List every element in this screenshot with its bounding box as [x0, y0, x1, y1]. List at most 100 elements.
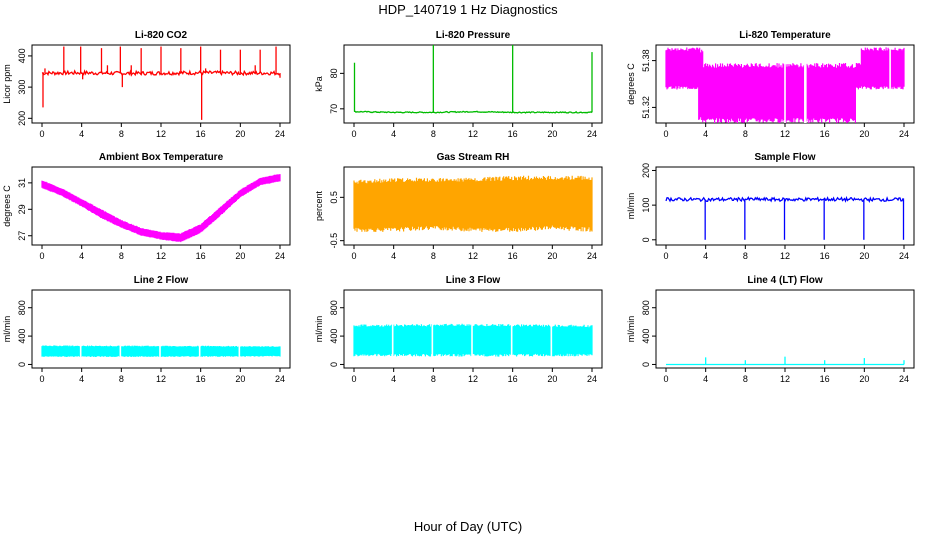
y-tick-label: 800 [329, 300, 339, 315]
x-tick-label: 24 [899, 129, 909, 139]
x-tick-label: 12 [468, 251, 478, 261]
panel-title: Li-820 CO2 [135, 30, 188, 41]
x-tick-label: 12 [780, 374, 790, 384]
data-series [353, 110, 593, 114]
x-tick-label: 8 [119, 251, 124, 261]
data-band [41, 174, 281, 243]
x-tick-label: 16 [508, 129, 518, 139]
y-tick-label: 70 [329, 104, 339, 114]
data-band [353, 175, 593, 232]
y-tick-label: 200 [17, 111, 27, 126]
x-tick-label: 20 [547, 251, 557, 261]
x-tick-label: 0 [663, 251, 668, 261]
x-tick-label: 24 [275, 251, 285, 261]
data-band [665, 47, 905, 123]
x-tick-label: 0 [663, 129, 668, 139]
x-tick-label: 4 [391, 374, 396, 384]
x-tick-label: 16 [196, 251, 206, 261]
x-tick-label: 16 [196, 374, 206, 384]
panel-title: Sample Flow [754, 152, 815, 163]
x-tick-label: 0 [351, 374, 356, 384]
x-tick-label: 16 [820, 129, 830, 139]
y-axis-label: percent [314, 190, 324, 221]
x-tick-label: 0 [39, 374, 44, 384]
x-tick-label: 12 [780, 129, 790, 139]
y-tick-label: 200 [641, 163, 651, 178]
data-band [353, 323, 593, 357]
y-tick-label: 300 [17, 80, 27, 95]
y-tick-label: 100 [641, 198, 651, 213]
x-tick-label: 4 [703, 129, 708, 139]
plot-area [353, 175, 593, 232]
plot-area [41, 174, 281, 243]
panel-8: Line 4 (LT) Flow 0 4 8 12 16 20 24 0 400 800 ml/min [626, 275, 915, 384]
x-tick-label: 24 [587, 251, 597, 261]
y-tick-label: 0 [641, 237, 651, 242]
x-tick-label: 12 [156, 129, 166, 139]
y-tick-label: 800 [641, 300, 651, 315]
x-tick-label: 16 [196, 129, 206, 139]
x-tick-label: 4 [703, 374, 708, 384]
panel-1: Li-820 Pressure 0 4 8 12 16 20 24 70 80 kPa [314, 30, 603, 139]
panel-7: Line 3 Flow 0 4 8 12 16 20 24 0 400 800 ml/min [314, 275, 603, 384]
y-tick-label: 51.38 [641, 49, 651, 72]
y-tick-label: 31 [17, 178, 27, 188]
x-tick-label: 8 [743, 251, 748, 261]
y-axis-label: Licor ppm [2, 64, 12, 104]
x-tick-label: 12 [156, 251, 166, 261]
x-tick-label: 20 [859, 251, 869, 261]
y-axis-label: degrees C [626, 63, 636, 105]
x-tick-label: 20 [235, 374, 245, 384]
x-tick-label: 12 [780, 251, 790, 261]
x-tick-label: 0 [39, 129, 44, 139]
panel-title: Line 4 (LT) Flow [747, 275, 823, 286]
x-tick-label: 24 [275, 129, 285, 139]
x-tick-label: 20 [859, 129, 869, 139]
plot-area [41, 345, 281, 358]
x-tick-label: 20 [547, 129, 557, 139]
x-tick-label: 8 [119, 374, 124, 384]
data-band [41, 345, 281, 357]
x-tick-label: 16 [820, 251, 830, 261]
x-tick-label: 4 [391, 129, 396, 139]
x-tick-label: 8 [119, 129, 124, 139]
figure-title: HDP_140719 1 Hz Diagnostics [378, 2, 558, 17]
panel-title: Ambient Box Temperature [99, 152, 224, 163]
x-tick-label: 8 [431, 129, 436, 139]
panel-3: Ambient Box Temperature 0 4 8 12 16 20 24 27 29 31… [2, 152, 291, 261]
x-tick-label: 4 [391, 251, 396, 261]
y-tick-label: 0.5 [329, 191, 339, 204]
y-tick-label: 800 [17, 300, 27, 315]
plot-area [666, 356, 905, 366]
y-tick-label: 0 [641, 362, 651, 367]
panel-0: Li-820 CO2 0 4 8 12 16 20 24 200 300 400 Licor ppm [2, 30, 291, 139]
panel-6: Line 2 Flow 0 4 8 12 16 20 24 0 400 800 ml/min [2, 275, 291, 384]
panel-5: Sample Flow 0 4 8 12 16 20 24 0 100 200 ml/min [626, 152, 915, 261]
x-tick-label: 8 [743, 374, 748, 384]
y-axis-label: ml/min [314, 316, 324, 343]
y-tick-label: 80 [329, 68, 339, 78]
panel-2: Li-820 Temperature 0 4 8 12 16 20 24 51.32 51.38 d… [626, 30, 915, 139]
y-tick-label: -0.5 [329, 233, 339, 249]
x-tick-label: 20 [547, 374, 557, 384]
y-tick-label: 51.32 [641, 96, 651, 119]
x-tick-label: 8 [431, 251, 436, 261]
y-tick-label: 400 [17, 329, 27, 344]
plot-area [353, 45, 593, 114]
x-tick-label: 8 [743, 129, 748, 139]
x-tick-label: 20 [235, 129, 245, 139]
y-axis-label: ml/min [626, 193, 636, 220]
plot-area [41, 46, 281, 120]
panel-4: Gas Stream RH 0 4 8 12 16 20 24 -0.5 0.5 percent [314, 152, 603, 261]
x-tick-label: 24 [899, 374, 909, 384]
plot-area [665, 195, 905, 240]
panel-title: Li-820 Pressure [436, 30, 511, 41]
x-tick-label: 16 [508, 251, 518, 261]
x-tick-label: 20 [235, 251, 245, 261]
y-tick-label: 0 [17, 362, 27, 367]
plot-area [353, 323, 593, 357]
figure-xlabel: Hour of Day (UTC) [414, 519, 522, 534]
x-tick-label: 20 [859, 374, 869, 384]
x-tick-label: 8 [431, 374, 436, 384]
